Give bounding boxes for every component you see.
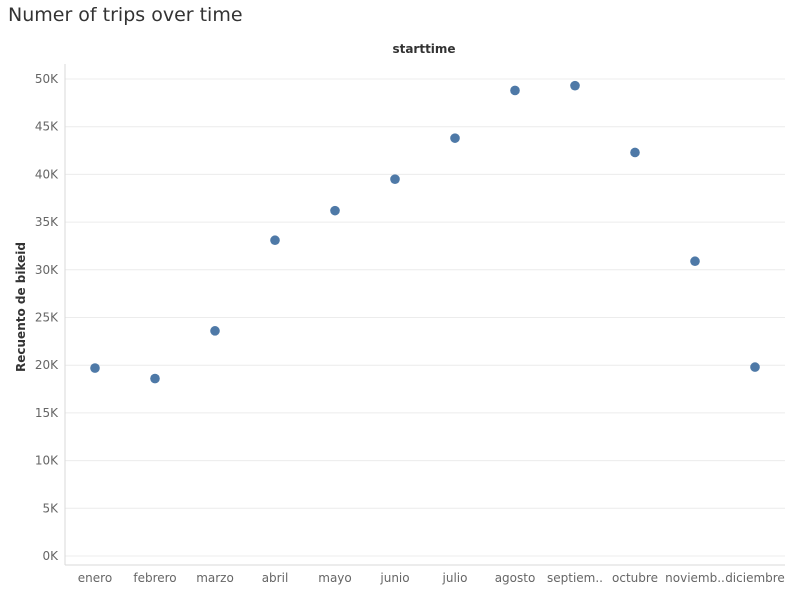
data-point	[270, 235, 280, 246]
data-point	[510, 85, 520, 96]
data-point	[210, 326, 220, 336]
y-tick-label: 45K	[35, 120, 59, 134]
x-tick-label: octubre	[612, 571, 658, 585]
y-tick-label: 10K	[35, 454, 59, 468]
y-tick-labels: 0K 5K 10K 15K 20K 25K 30K 35K 40K 45K 50K	[35, 72, 59, 563]
x-tick-label: febrero	[133, 571, 176, 585]
grid-lines	[65, 78, 785, 557]
data-point	[750, 362, 760, 372]
x-tick-label: mayo	[318, 571, 352, 585]
data-point	[690, 256, 700, 267]
x-tick-label: septiem..	[547, 571, 603, 585]
data-point	[450, 133, 460, 143]
data-point	[390, 174, 400, 184]
x-tick-label: marzo	[196, 571, 234, 585]
page-title: Numer of trips over time	[8, 4, 243, 26]
column-header: starttime	[392, 42, 455, 56]
x-tick-label: noviemb..	[665, 571, 725, 585]
x-tick-labels: enero febrero marzo abril mayo junio julio agos…	[78, 571, 785, 585]
data-point	[630, 147, 640, 158]
y-tick-label: 50K	[35, 72, 59, 86]
y-tick-label: 20K	[35, 358, 59, 372]
data-point	[90, 363, 100, 373]
x-tick-label: junio	[379, 571, 409, 585]
data-point	[570, 80, 580, 91]
y-tick-label: 40K	[35, 167, 59, 181]
y-tick-label: 35K	[35, 215, 59, 229]
x-tick-label: agosto	[495, 571, 536, 585]
axes	[64, 64, 785, 566]
x-tick-label: enero	[78, 571, 112, 585]
y-tick-label: 0K	[42, 549, 59, 563]
y-tick-label: 5K	[42, 501, 59, 515]
y-axis-label: Recuento de bikeid	[14, 242, 28, 372]
y-tick-label: 25K	[35, 311, 59, 325]
data-points	[90, 80, 760, 384]
data-point	[330, 205, 340, 216]
data-point	[150, 373, 160, 384]
x-tick-label: diciembre	[725, 571, 785, 585]
x-tick-label: abril	[262, 571, 289, 585]
x-tick-label: julio	[442, 571, 468, 585]
y-tick-label: 15K	[35, 406, 59, 420]
y-tick-label: 30K	[35, 263, 59, 277]
